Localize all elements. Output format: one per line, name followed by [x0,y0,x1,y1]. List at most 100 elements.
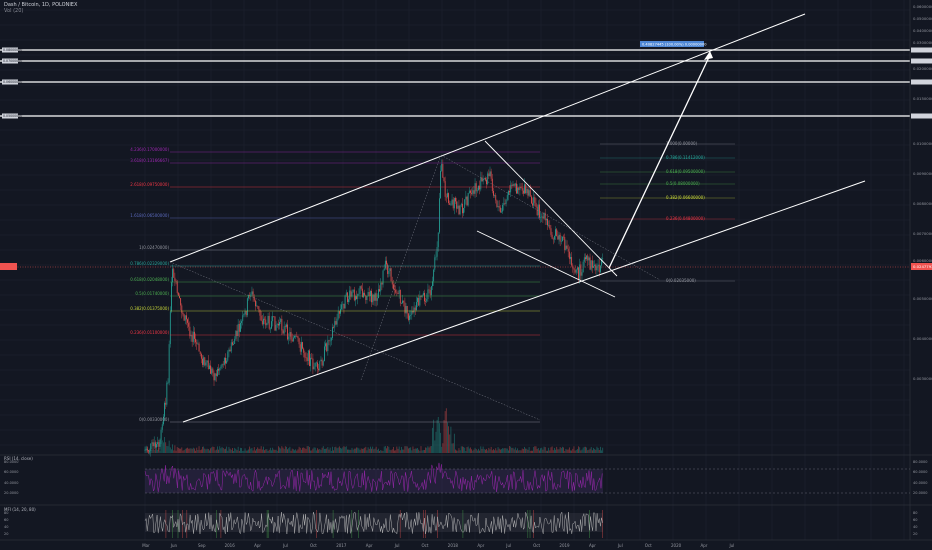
mfi-level-right: 60 [913,518,917,522]
candle-body [444,181,446,197]
volume-bar [511,448,513,453]
volume-bar [395,450,397,453]
candle-body [296,335,298,337]
candle-body [520,186,522,188]
volume-bar [540,448,541,453]
volume-bar [348,449,349,453]
volume-bar [320,449,322,453]
candle-body [332,327,333,338]
axis-level-tag [911,47,932,53]
candle-body [396,292,398,294]
volume-bar [388,446,390,453]
volume-bar [328,449,330,453]
volume-bar [234,447,236,453]
candle-body [351,291,353,297]
time-tick-label: Jul [282,543,288,548]
volume-bar [159,450,161,453]
candle-body [225,357,226,364]
candle-body [374,293,376,301]
time-tick-label: Oct [310,543,317,548]
volume-bar [528,447,530,453]
candle-body [306,357,308,361]
volume-bar [198,446,200,453]
fib-right-label: 1.000(0.00000) [666,141,698,146]
candle-body [203,357,205,365]
candle-body [416,302,417,311]
candle-body [594,264,596,267]
volume-bar [587,450,589,453]
candle-body [274,316,276,331]
volume-bar [161,440,163,453]
volume-bar [355,448,356,453]
candle-body [514,183,516,186]
candle-body [298,338,300,345]
volume-bar [551,446,553,453]
volume-bars [144,408,604,453]
candle-body [328,340,330,342]
volume-bar [172,444,173,453]
candle-body [299,344,301,352]
volume-bar [336,448,338,453]
candle-body [242,315,244,322]
volume-bar [317,448,318,453]
candle-body [279,322,280,326]
volume-bar [349,449,351,453]
candle-body [463,207,464,214]
volume-bar [233,450,234,453]
volume-bar [478,448,479,453]
candle-body [560,241,562,242]
volume-bar [199,450,201,453]
candle-body [536,206,538,216]
time-tick-label: Apr [254,543,261,548]
candle-body [172,268,173,283]
candle-body [223,357,225,365]
candle-body [424,292,425,302]
candle-body [167,382,169,384]
volume-bar [180,448,182,453]
axis-level-tag [911,58,932,64]
volume-bar [345,446,347,453]
candle-body [213,372,215,381]
fib-right-label: 0(0.02035000) [666,278,696,283]
volume-bar [482,446,484,453]
rsi-level-right: 60.0000 [913,470,927,474]
volume-bar [602,447,604,453]
volume-bar [196,447,198,453]
candle-body [488,173,490,177]
candle-body [420,295,422,297]
candle-body [195,338,196,343]
volume-bar [290,450,292,453]
candle-body [383,268,385,271]
channel-upper-line [169,13,806,263]
volume-bar [309,447,310,453]
volume-bar [562,446,563,453]
volume-bar [495,448,497,453]
candle-body [305,357,307,359]
candle-body [375,293,377,301]
candle-body [365,295,367,301]
price-tick-label: 0.00700000 [913,231,932,236]
volume-bar [598,450,600,453]
falling-wedge-lower [476,230,616,298]
candle-body [200,354,202,359]
projection-arrowhead [704,51,713,60]
volume-bar [152,449,154,453]
candle-body [318,368,320,371]
volume-bar [197,449,199,453]
volume-bar [574,450,576,453]
volume-bar [372,446,374,453]
volume-bar [512,447,514,453]
volume-bar [322,446,324,453]
volume-bar [588,449,590,453]
candle-body [257,305,259,307]
candle-body [157,442,159,445]
volume-bar [430,446,432,453]
candle-body [181,305,183,313]
volume-bar [459,450,461,453]
candle-body [251,291,253,295]
volume-bar [374,448,376,453]
volume-bar [505,448,507,453]
